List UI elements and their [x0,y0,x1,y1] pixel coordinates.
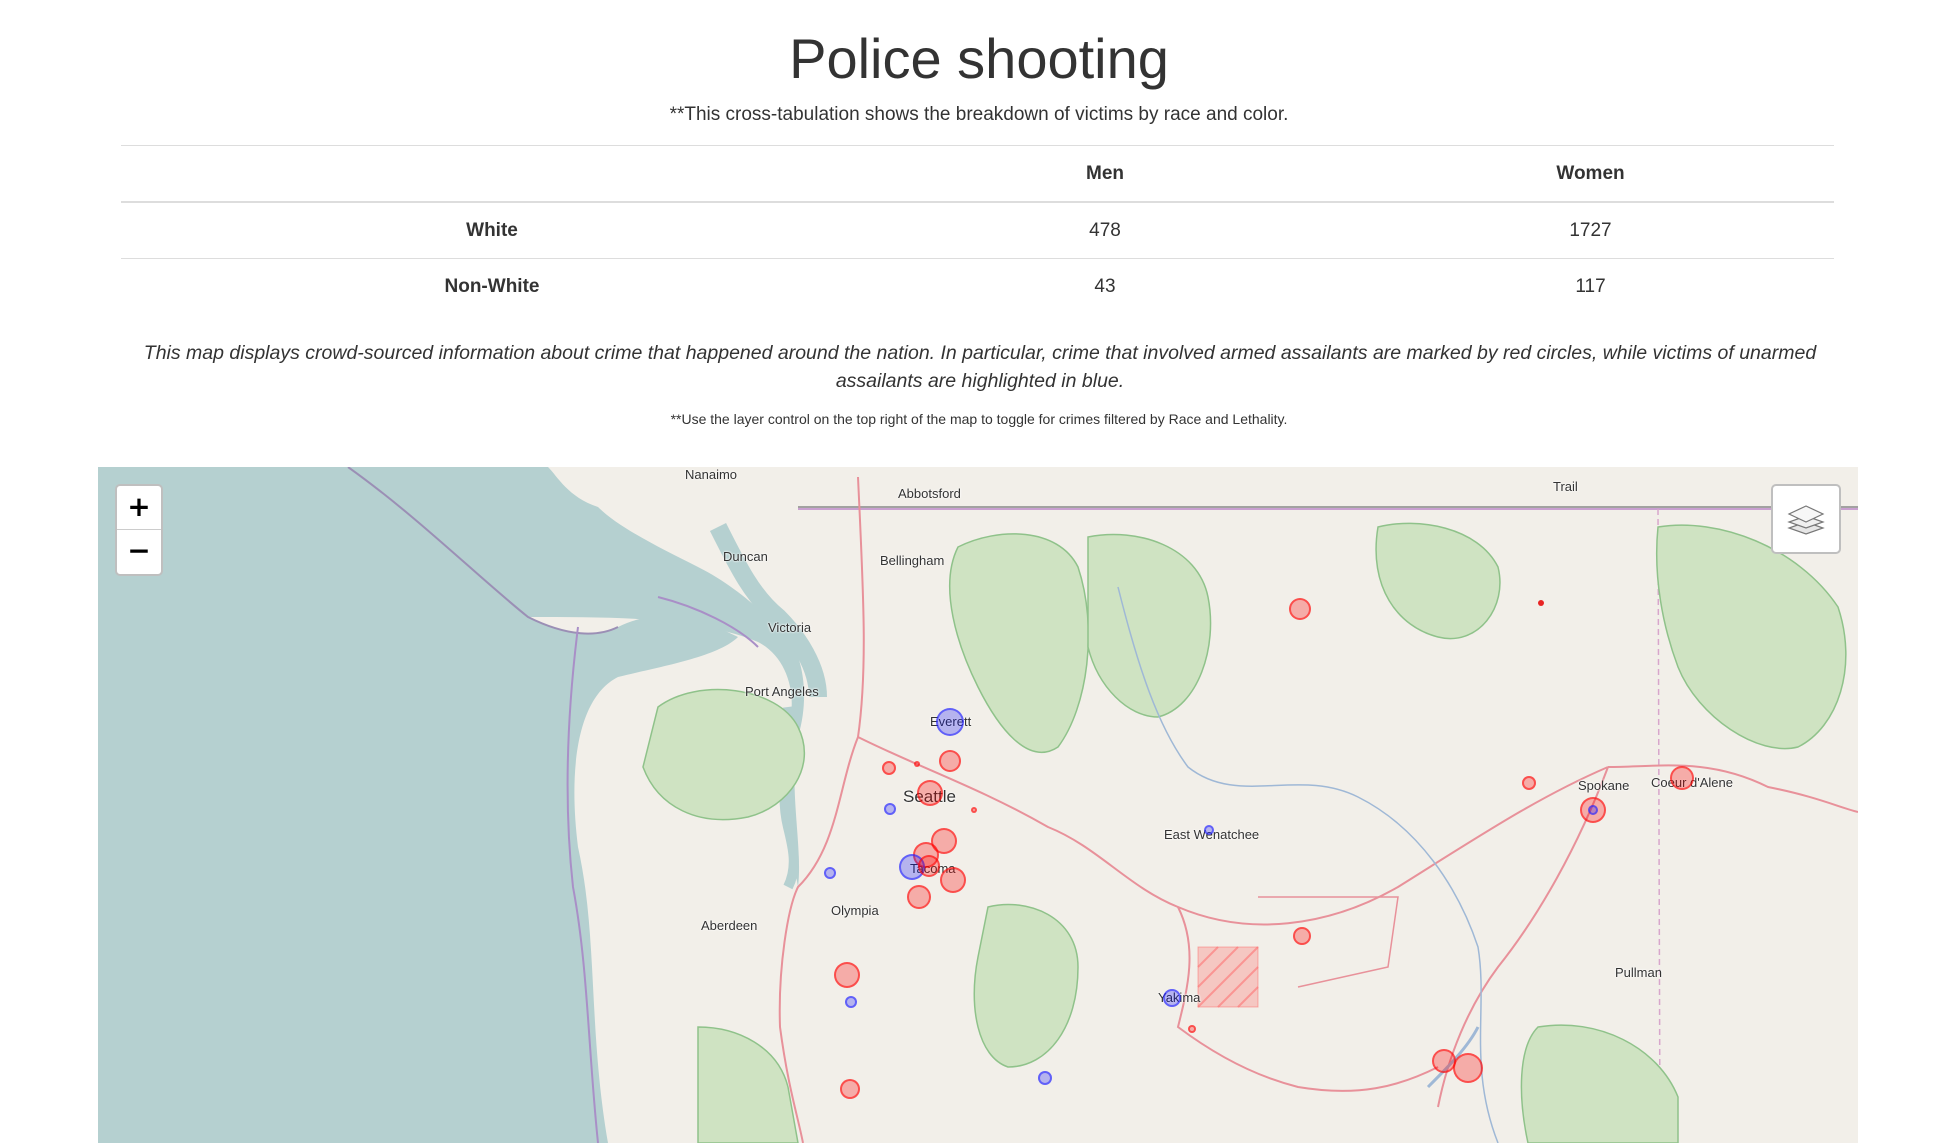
armed-incident-marker[interactable] [907,885,931,909]
cell-white-women: 1727 [1347,201,1834,259]
armed-incident-marker[interactable] [1453,1053,1483,1083]
unarmed-incident-marker[interactable] [824,867,836,879]
armed-incident-marker[interactable] [1538,600,1544,606]
layers-icon [1787,505,1825,535]
page-title: Police shooting [789,27,1169,90]
cell-white-men: 478 [863,201,1347,259]
zoom-control[interactable]: + − [115,484,163,576]
header-women: Women [1347,145,1834,203]
unarmed-incident-marker[interactable] [936,708,964,736]
header-men: Men [863,145,1347,203]
armed-incident-marker[interactable] [1289,598,1311,620]
map-basemap[interactable] [98,467,1858,1143]
map-note: **Use the layer control on the top right… [670,411,1288,427]
layer-control-button[interactable] [1771,484,1841,554]
place-label: Victoria [768,620,812,635]
cross-tab-table: Men Women White 478 1727 Non-White 43 11… [121,145,1834,314]
armed-incident-marker[interactable] [1188,1025,1196,1033]
row-label-nonwhite: Non-White [121,258,863,314]
place-label: Duncan [723,549,768,564]
armed-incident-marker[interactable] [882,761,896,775]
zoom-in-button[interactable]: + [117,486,161,530]
place-label: Aberdeen [701,918,758,933]
armed-incident-marker[interactable] [1670,766,1694,790]
cell-nonwhite-women: 117 [1347,258,1834,314]
armed-incident-marker[interactable] [834,962,860,988]
armed-incident-marker[interactable] [939,750,961,772]
armed-incident-marker[interactable] [840,1079,860,1099]
place-label: Port Angeles [745,684,819,699]
place-label: Abbotsford [898,486,961,501]
armed-incident-marker[interactable] [917,780,943,806]
armed-incident-marker[interactable] [914,761,920,767]
table-header-row: Men Women [121,145,1834,203]
table-row: Non-White 43 117 [121,258,1834,314]
armed-incident-marker[interactable] [1293,927,1311,945]
table-caption: **This cross-tabulation shows the breakd… [669,104,1289,125]
unarmed-incident-marker[interactable] [1204,825,1214,835]
place-label: Trail [1553,479,1578,494]
unarmed-incident-marker[interactable] [1588,805,1598,815]
armed-incident-marker[interactable] [931,828,957,854]
place-label: Pullman [1615,965,1662,980]
place-label: Bellingham [880,553,945,568]
armed-incident-marker[interactable] [1522,776,1536,790]
place-label: Olympia [831,903,879,918]
unarmed-incident-marker[interactable] [1038,1071,1052,1085]
place-label: East Wenatchee [1164,827,1260,842]
map-container[interactable]: Nanaimo Abbotsford Trail Duncan Bellingh… [98,467,1858,1143]
table-row: White 478 1727 [121,201,1834,259]
armed-incident-marker[interactable] [918,855,940,877]
unarmed-incident-marker[interactable] [1163,989,1181,1007]
place-label: Spokane [1578,778,1630,793]
place-label: Nanaimo [685,467,738,482]
header-empty [121,145,863,203]
zoom-out-button[interactable]: − [127,534,151,567]
armed-incident-marker[interactable] [940,867,966,893]
armed-incident-marker[interactable] [971,807,977,813]
unarmed-incident-marker[interactable] [884,803,896,815]
cell-nonwhite-men: 43 [863,258,1347,314]
map-description: This map displays crowd-sourced informat… [143,342,1817,392]
row-label-white: White [121,201,863,259]
unarmed-incident-marker[interactable] [845,996,857,1008]
